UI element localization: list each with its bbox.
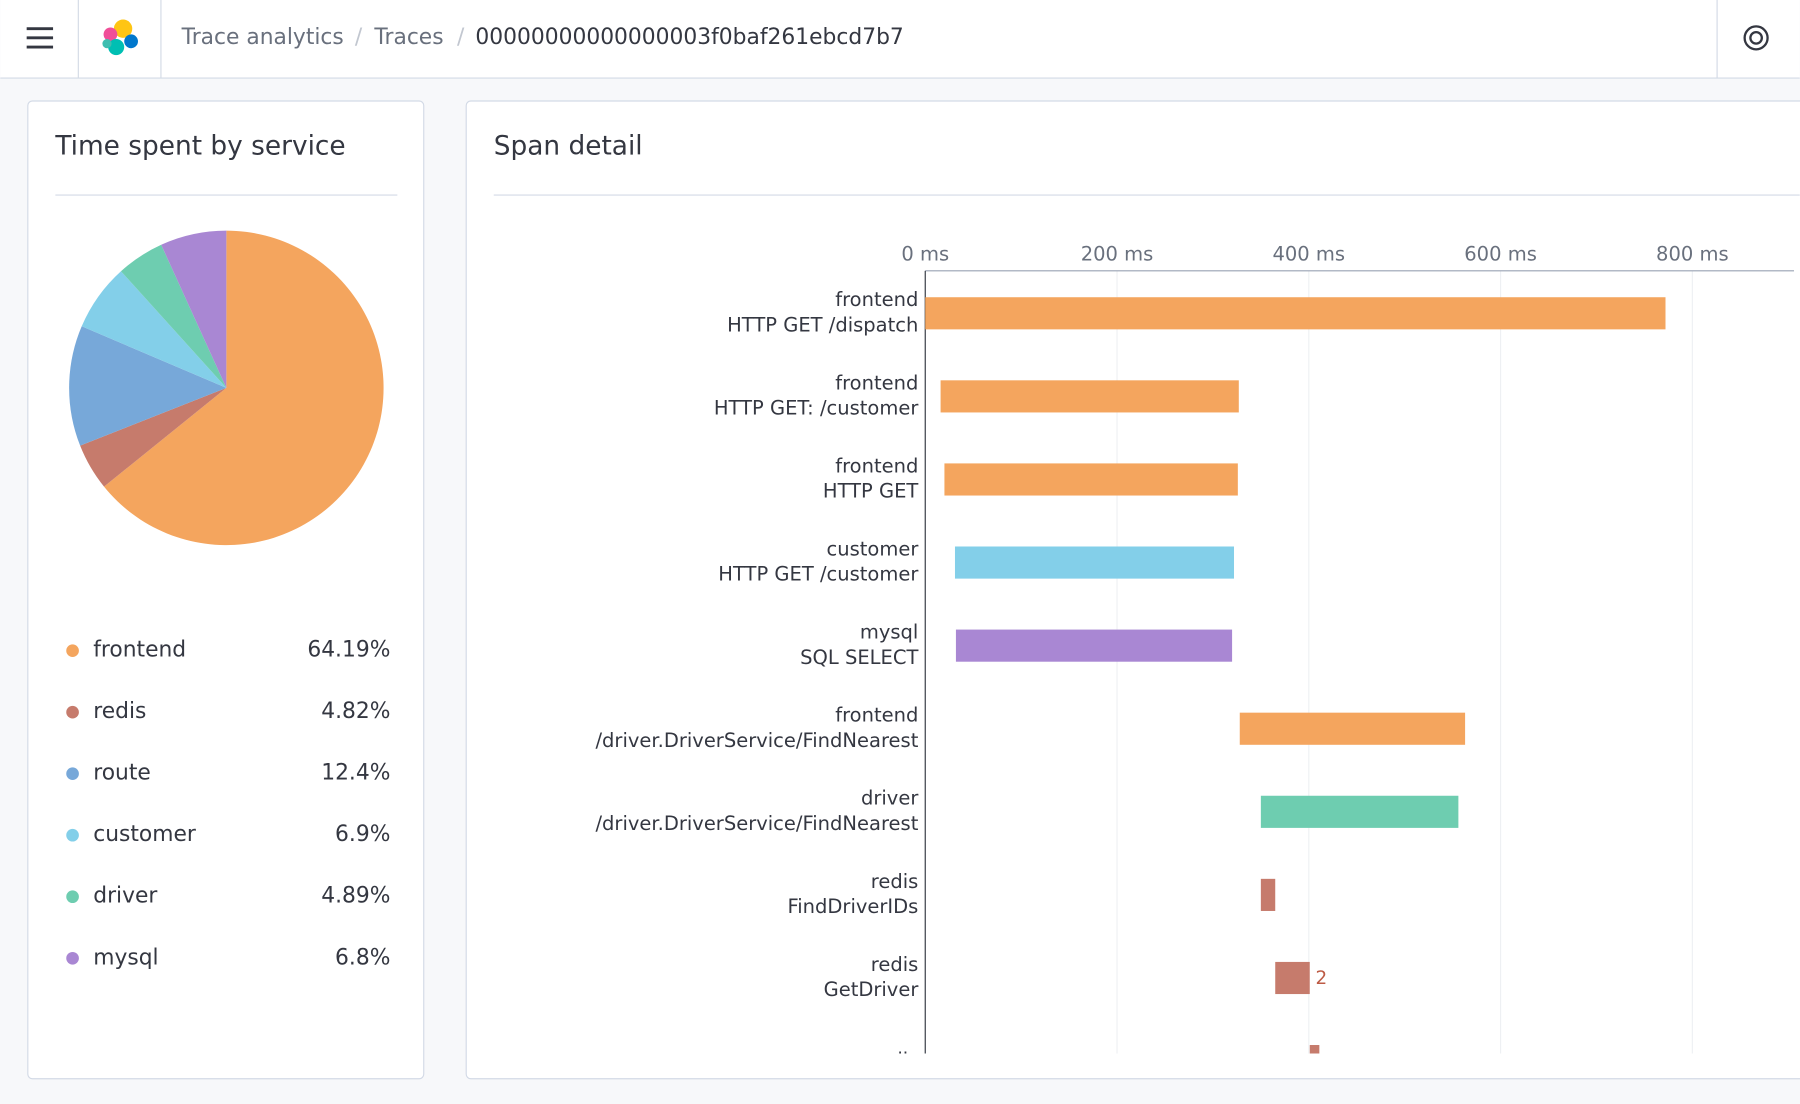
x-tick-label: 600 ms <box>1464 242 1537 265</box>
legend-label: customer <box>93 822 196 847</box>
span-service: redis <box>871 953 919 976</box>
span-chart: 0 ms 200 ms 400 ms 600 ms 800 msfrontendHTTP… <box>595 242 1794 1072</box>
span-operation: HTTP GET: /customer <box>714 397 919 420</box>
panel-title: Span detail <box>494 131 643 161</box>
breadcrumb-current: 00000000000000003f0baf261ebcd7b7 <box>475 25 903 50</box>
legend-swatch <box>66 767 79 781</box>
pie-slice <box>104 230 384 546</box>
span-operation: /driver.DriverService/FindNearest <box>595 812 918 835</box>
span-service: frontend <box>835 288 918 311</box>
span-service: driver <box>861 787 919 810</box>
legend-value: 4.89% <box>321 884 390 909</box>
span-bar <box>1309 1045 1320 1054</box>
legend-label: frontend <box>93 638 186 663</box>
panel <box>465 100 1800 1080</box>
span-bar <box>925 297 1666 330</box>
span-service: redis <box>871 1049 919 1072</box>
legend-swatch <box>66 890 79 904</box>
legend-swatch <box>66 828 79 842</box>
span-badge: 2 <box>1315 968 1327 989</box>
legend-swatch <box>66 951 79 965</box>
span-service: frontend <box>835 371 918 394</box>
span-bar <box>954 546 1235 579</box>
span-operation: HTTP GET <box>823 480 919 503</box>
legend-value: 4.82% <box>321 699 390 724</box>
x-tick-label: 200 ms <box>1081 242 1154 265</box>
legend-label: driver <box>93 884 157 909</box>
x-tick-label: 400 ms <box>1273 242 1346 265</box>
x-tick-label: 800 ms <box>1656 242 1729 265</box>
pie-slice <box>69 326 227 446</box>
span-bar <box>1260 795 1459 828</box>
span-bar <box>944 463 1238 496</box>
legend-label: redis <box>93 699 146 724</box>
span-bar <box>1239 712 1466 745</box>
span-service: frontend <box>835 454 918 477</box>
span-service: mysql <box>860 621 919 644</box>
breadcrumb-separator: / <box>355 25 363 50</box>
span-service: redis <box>871 870 919 893</box>
help-button[interactable] <box>1743 25 1769 51</box>
breadcrumb-separator: / <box>457 25 465 50</box>
legend-value: 6.8% <box>335 945 390 970</box>
panel-title: Time spent by service <box>54 131 345 161</box>
legend-swatch <box>66 644 79 658</box>
span-bar <box>955 629 1233 662</box>
legend-label: route <box>93 761 151 786</box>
pie-slice <box>161 230 227 388</box>
span-bar <box>940 380 1239 413</box>
legend-swatch <box>66 705 79 719</box>
pie-chart <box>69 230 384 546</box>
legend-label: mysql <box>93 945 158 970</box>
breadcrumb[interactable]: Trace analytics <box>181 25 344 50</box>
span-operation: HTTP GET /dispatch <box>727 313 918 336</box>
legend: frontend 64.19% redis 4.82% route 12.4% custom… <box>66 638 390 970</box>
span-operation: FindDriverIDs <box>787 895 918 918</box>
span-bar <box>1260 878 1276 911</box>
span-service: customer <box>827 537 920 560</box>
legend-value: 12.4% <box>321 761 390 786</box>
span-bar <box>1275 961 1310 995</box>
header-bar <box>0 0 1800 79</box>
span-operation: GetDriver <box>824 978 920 1001</box>
span-operation: HTTP GET /customer <box>718 563 919 586</box>
pie-slice <box>120 244 227 388</box>
x-tick-label: 0 ms <box>901 242 949 265</box>
span-operation: /driver.DriverService/FindNearest <box>595 729 918 752</box>
legend-value: 6.9% <box>335 822 390 847</box>
pie-slice <box>80 387 227 487</box>
logo[interactable] <box>102 19 138 56</box>
menu-button[interactable] <box>26 27 54 49</box>
breadcrumb[interactable]: Traces <box>373 25 443 50</box>
span-operation: SQL SELECT <box>800 646 918 669</box>
pie-slice <box>81 271 227 388</box>
legend-value: 64.19% <box>307 638 390 663</box>
span-service: frontend <box>835 704 918 727</box>
